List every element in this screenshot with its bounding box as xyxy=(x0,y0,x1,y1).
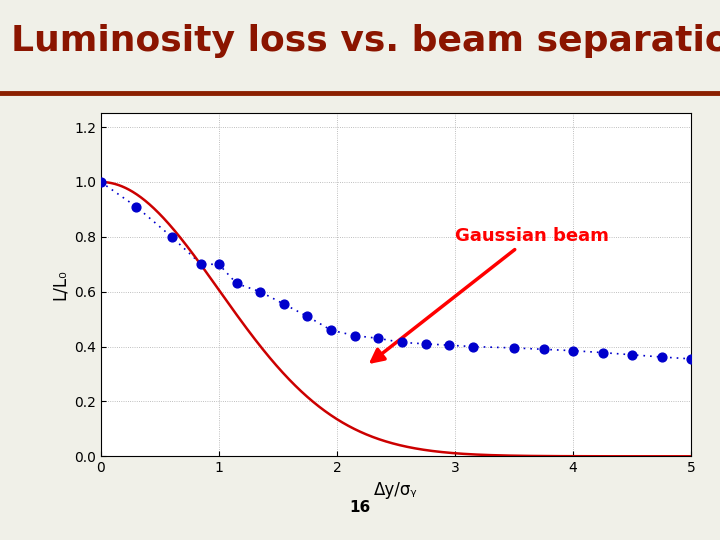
Point xyxy=(166,233,177,241)
Point xyxy=(195,260,207,268)
Point xyxy=(420,340,431,348)
Point xyxy=(597,348,608,357)
Text: Gaussian beam: Gaussian beam xyxy=(372,227,609,362)
Point xyxy=(656,353,667,361)
Point xyxy=(213,260,225,268)
Point xyxy=(626,350,638,359)
Point xyxy=(278,300,289,308)
X-axis label: Δy/σᵧ: Δy/σᵧ xyxy=(374,481,418,499)
Point xyxy=(349,331,361,340)
Point xyxy=(396,338,408,347)
Point xyxy=(254,287,266,296)
Text: Luminosity loss vs. beam separation: Luminosity loss vs. beam separation xyxy=(11,24,720,58)
Y-axis label: L/L₀: L/L₀ xyxy=(50,269,68,300)
Point xyxy=(508,343,520,352)
Point xyxy=(302,312,313,321)
Point xyxy=(95,178,107,186)
Point xyxy=(685,355,697,363)
Text: 16: 16 xyxy=(349,500,371,515)
Point xyxy=(231,279,243,288)
Point xyxy=(130,202,142,211)
Point xyxy=(372,334,384,343)
Point xyxy=(444,341,455,349)
Point xyxy=(325,326,337,334)
Point xyxy=(567,346,579,355)
Point xyxy=(467,342,479,351)
Point xyxy=(538,345,549,354)
